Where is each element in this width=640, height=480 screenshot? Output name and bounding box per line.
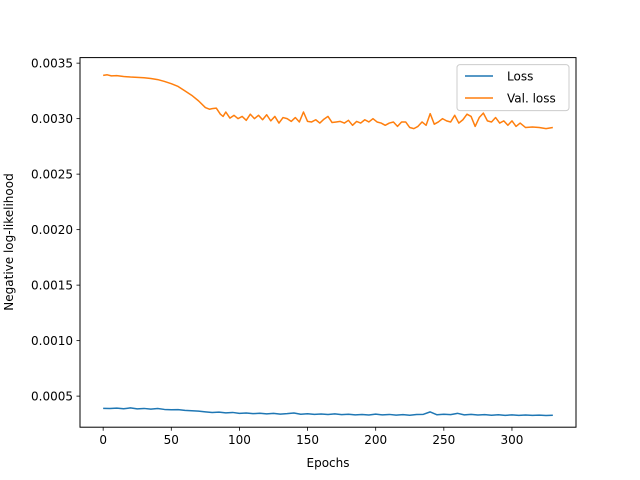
x-tick-label: 250: [432, 433, 455, 447]
y-tick-label: 0.0020: [31, 223, 73, 237]
y-axis-ticks: 0.0005 0.0010 0.0015 0.0020 0.0025 0.0030 0.00…: [31, 56, 80, 403]
plot-lines: [103, 74, 553, 417]
plot-frame: [79, 57, 577, 428]
x-tick-label: 300: [501, 433, 524, 447]
x-axis-label: Epochs: [307, 456, 350, 470]
x-tick-label: 200: [364, 433, 387, 447]
y-tick-label: 0.0005: [31, 389, 73, 403]
y-axis-label: Negative log-likelihood: [2, 173, 16, 310]
y-tick-label: 0.0030: [31, 112, 73, 126]
series-line-loss: [103, 407, 553, 417]
y-tick-label: 0.0035: [31, 56, 73, 70]
x-tick-label: 50: [164, 433, 179, 447]
x-axis-ticks: 0 50 100 150 200 250 300: [99, 427, 523, 447]
y-tick-label: 0.0025: [31, 167, 73, 181]
legend: Loss Val. loss: [456, 64, 570, 112]
series-line-val-loss: [103, 74, 553, 130]
legend-label-loss: Loss: [507, 70, 533, 84]
x-tick-label: 100: [228, 433, 251, 447]
legend-label-val-loss: Val. loss: [507, 92, 556, 106]
x-tick-label: 150: [296, 433, 319, 447]
y-tick-label: 0.0015: [31, 278, 73, 292]
x-tick-label: 0: [99, 433, 107, 447]
y-tick-label: 0.0010: [31, 334, 73, 348]
